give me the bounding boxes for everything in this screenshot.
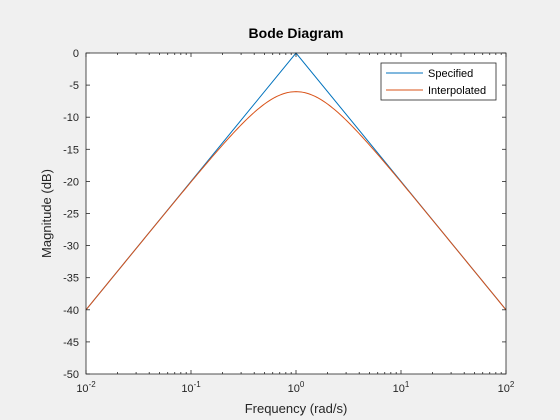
series-line-interpolated	[85, 91, 507, 311]
legend-box	[380, 62, 497, 101]
y-axis-label: Magnitude (dB)	[39, 169, 54, 258]
x-tick-label: 102	[498, 380, 515, 395]
y-tick-label: -30	[63, 241, 79, 253]
x-tick-label: 10-1	[181, 380, 201, 395]
y-tick-label: -35	[63, 273, 79, 285]
legend: Specified Interpolated	[380, 62, 497, 101]
plot-area	[86, 53, 506, 374]
axes-box	[85, 52, 507, 375]
y-tick-label: -5	[69, 80, 79, 92]
x-tick-label: 100	[288, 380, 305, 395]
legend-label-interpolated: Interpolated	[428, 85, 486, 97]
x-axis-label: Frequency (rad/s)	[245, 401, 348, 416]
y-tick-label: -25	[63, 209, 79, 221]
y-tick-label: -15	[63, 144, 79, 156]
y-tick-label: -40	[63, 305, 79, 317]
y-tick-label: -45	[63, 337, 79, 349]
x-tick-label: 101	[393, 380, 410, 395]
y-tick-label: -50	[63, 369, 79, 381]
y-tick-label: -10	[63, 112, 79, 124]
chart-title: Bode Diagram	[249, 25, 344, 41]
y-tick-label: -20	[63, 176, 79, 188]
y-tick-label: 0	[73, 48, 79, 60]
x-tick-label: 10-2	[76, 380, 96, 395]
ticks-layer: 10-2 10-1 100 101 102 0 -5 -10 -15 -20 -25 -30 -35 -4…	[63, 48, 515, 395]
legend-label-specified: Specified	[428, 68, 473, 80]
